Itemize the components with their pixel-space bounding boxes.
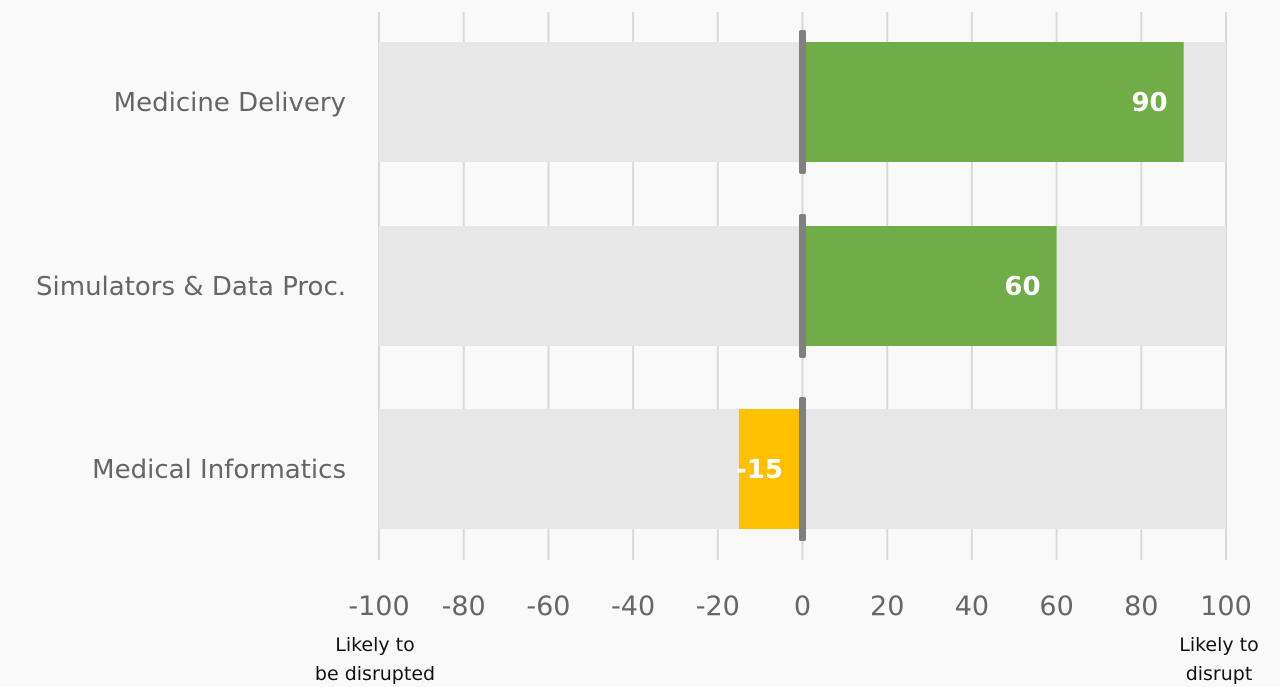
category-label: Medical Informatics: [92, 455, 346, 485]
right-annotation-line-1: Likely to: [1179, 634, 1259, 656]
x-tick-label: -100: [348, 591, 409, 622]
x-tick-label: 40: [955, 591, 989, 622]
zero-lines: [799, 30, 806, 541]
right-annotation-line-2: disrupt: [1186, 663, 1253, 685]
zero-marker: [799, 397, 806, 541]
data-label: -15: [736, 455, 783, 485]
zero-marker: [799, 214, 806, 358]
x-tick-label: 20: [870, 591, 904, 622]
bar: [738, 409, 803, 529]
data-label: 60: [1004, 272, 1040, 302]
x-tick-label: 0: [794, 591, 811, 622]
x-tick-label: -40: [611, 591, 655, 622]
x-tick-label: -20: [696, 591, 740, 622]
x-axis-tick-labels: -100 -80 -60 -40 -20 0 20 40 60 80 100: [348, 591, 1251, 622]
category-label: Simulators & Data Proc.: [36, 272, 346, 302]
data-label: 90: [1131, 88, 1167, 118]
category-label: Medicine Delivery: [114, 88, 346, 118]
bar: [802, 226, 1057, 346]
left-annotation-line-2: be disrupted: [315, 663, 435, 685]
value-labels: 90 60 -15: [736, 88, 1168, 485]
category-labels: Medicine Delivery Simulators & Data Proc.…: [36, 88, 346, 485]
left-annotation-line-1: Likely to: [335, 634, 415, 656]
x-tick-label: 60: [1039, 591, 1073, 622]
x-tick-label: -60: [526, 591, 570, 622]
axis-annotations: Likely to be disrupted Likely to disrupt: [315, 634, 1259, 685]
x-tick-label: 100: [1200, 591, 1252, 622]
bars: [738, 42, 1184, 529]
bar: [802, 42, 1184, 162]
x-tick-label: -80: [442, 591, 486, 622]
zero-marker: [799, 30, 806, 174]
x-tick-label: 80: [1124, 591, 1158, 622]
